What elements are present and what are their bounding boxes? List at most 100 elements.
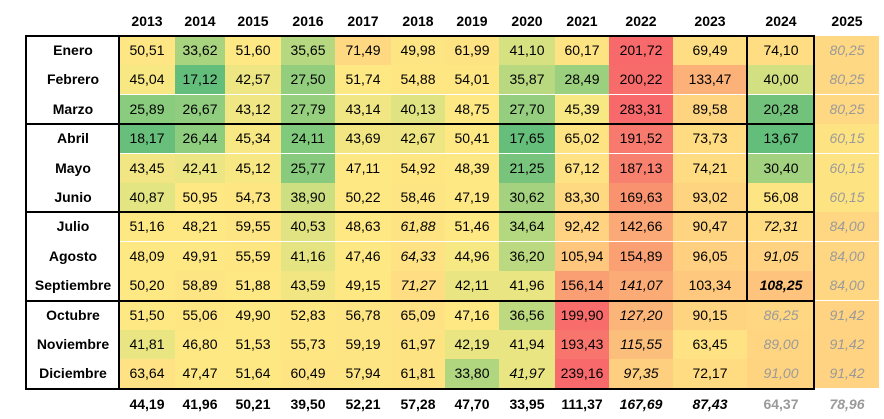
data-cell: 65,02 — [555, 124, 609, 153]
year-header: 2015 — [237, 13, 269, 29]
year-header: 2025 — [831, 13, 863, 29]
data-cell: 30,40 — [747, 154, 815, 183]
data-cell: 90,15 — [673, 301, 747, 330]
month-label: Marzo — [27, 95, 119, 124]
month-label: Agosto — [27, 242, 119, 271]
data-cell: 25,89 — [119, 95, 175, 124]
total-cell: 39,50 — [290, 396, 326, 412]
data-cell: 51,16 — [119, 212, 175, 241]
data-cell: 50,20 — [119, 271, 175, 300]
data-cell: 40,87 — [119, 183, 175, 212]
data-cell: 54,73 — [225, 183, 281, 212]
data-cell: 71,27 — [391, 271, 445, 300]
year-header: 2013 — [131, 13, 163, 29]
data-cell: 141,07 — [609, 271, 673, 300]
data-cell: 51,53 — [225, 330, 281, 359]
data-cell: 41,96 — [499, 271, 555, 300]
data-cell: 40,13 — [391, 95, 445, 124]
data-cell: 97,35 — [609, 359, 673, 388]
data-cell: 80,25 — [815, 65, 879, 94]
data-cell: 74,21 — [673, 154, 747, 183]
data-cell: 54,01 — [445, 65, 499, 94]
data-cell: 51,88 — [225, 271, 281, 300]
data-cell: 74,10 — [747, 36, 815, 65]
data-cell: 49,91 — [175, 242, 225, 271]
data-cell: 55,59 — [225, 242, 281, 271]
data-cell: 49,98 — [391, 36, 445, 65]
data-cell: 42,41 — [175, 154, 225, 183]
data-cell: 52,83 — [281, 301, 335, 330]
data-cell: 127,20 — [609, 301, 673, 330]
data-cell: 61,88 — [391, 212, 445, 241]
data-cell: 60,15 — [815, 183, 879, 212]
data-cell: 45,04 — [119, 65, 175, 94]
total-cell: 78,96 — [829, 396, 865, 412]
data-cell: 91,05 — [747, 242, 815, 271]
data-cell: 35,87 — [499, 65, 555, 94]
data-cell: 27,79 — [281, 95, 335, 124]
data-cell: 43,45 — [119, 154, 175, 183]
data-cell: 58,46 — [391, 183, 445, 212]
data-cell: 58,89 — [175, 271, 225, 300]
month-label: Enero — [27, 36, 119, 65]
data-cell: 57,94 — [335, 359, 391, 388]
data-cell: 56,08 — [747, 183, 815, 212]
data-cell: 50,22 — [335, 183, 391, 212]
month-label: Abril — [27, 124, 119, 153]
data-cell: 33,80 — [445, 359, 499, 388]
data-cell: 86,25 — [747, 301, 815, 330]
data-cell: 56,78 — [335, 301, 391, 330]
data-cell: 30,62 — [499, 183, 555, 212]
data-cell: 41,97 — [499, 359, 555, 388]
data-cell: 91,42 — [815, 301, 879, 330]
data-cell: 47,46 — [335, 242, 391, 271]
year-header: 2014 — [184, 13, 216, 29]
data-cell: 105,94 — [555, 242, 609, 271]
month-label: Noviembre — [27, 330, 119, 359]
data-cell: 72,31 — [747, 212, 815, 241]
data-cell: 47,16 — [445, 301, 499, 330]
data-cell: 51,74 — [335, 65, 391, 94]
data-cell: 36,20 — [499, 242, 555, 271]
data-cell: 27,50 — [281, 65, 335, 94]
data-cell: 103,34 — [673, 271, 747, 300]
data-cell: 60,17 — [555, 36, 609, 65]
data-cell: 90,47 — [673, 212, 747, 241]
data-cell: 80,25 — [815, 36, 879, 65]
data-cell: 25,77 — [281, 154, 335, 183]
data-cell: 92,42 — [555, 212, 609, 241]
data-cell: 21,25 — [499, 154, 555, 183]
month-label: Junio — [27, 183, 119, 212]
data-cell: 55,06 — [175, 301, 225, 330]
data-cell: 199,90 — [555, 301, 609, 330]
data-cell: 48,39 — [445, 154, 499, 183]
data-cell: 142,66 — [609, 212, 673, 241]
data-cell: 41,16 — [281, 242, 335, 271]
data-cell: 20,28 — [747, 95, 815, 124]
month-label: Febrero — [27, 65, 119, 94]
data-cell: 133,47 — [673, 65, 747, 94]
data-cell: 51,64 — [225, 359, 281, 388]
data-cell: 43,69 — [335, 124, 391, 153]
data-cell: 91,42 — [815, 330, 879, 359]
data-cell: 42,67 — [391, 124, 445, 153]
data-cell: 83,30 — [555, 183, 609, 212]
month-divider — [118, 35, 120, 390]
data-cell: 50,51 — [119, 36, 175, 65]
data-cell: 200,22 — [609, 65, 673, 94]
data-cell: 60,15 — [815, 124, 879, 153]
data-cell: 72,17 — [673, 359, 747, 388]
data-cell: 69,49 — [673, 36, 747, 65]
data-cell: 41,81 — [119, 330, 175, 359]
data-cell: 108,25 — [747, 271, 815, 300]
total-cell: 41,96 — [182, 396, 218, 412]
data-cell: 28,49 — [555, 65, 609, 94]
data-cell: 49,15 — [335, 271, 391, 300]
data-cell: 38,90 — [281, 183, 335, 212]
data-cell: 48,21 — [175, 212, 225, 241]
year-header: 2024 — [765, 13, 797, 29]
month-label: Octubre — [27, 301, 119, 330]
data-cell: 51,50 — [119, 301, 175, 330]
year-header: 2019 — [456, 13, 488, 29]
data-cell: 115,55 — [609, 330, 673, 359]
